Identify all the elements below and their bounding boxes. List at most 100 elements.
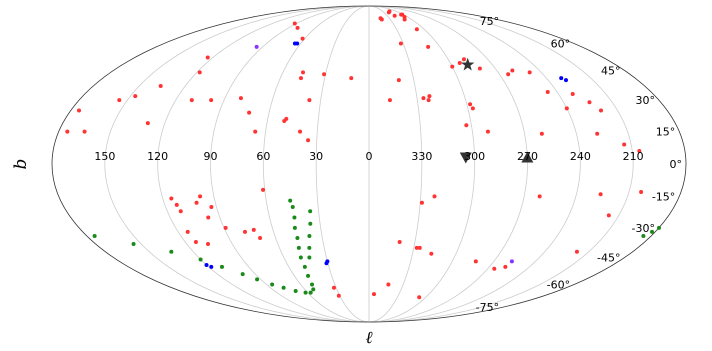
green-data-point (650, 229, 655, 234)
red-data-point (261, 187, 266, 192)
red-data-point (209, 98, 214, 103)
red-data-point (247, 110, 252, 115)
blue-data-point (292, 41, 297, 46)
red-data-point (468, 102, 473, 107)
green-data-point (306, 273, 311, 278)
red-data-point (450, 64, 455, 69)
red-data-point (426, 44, 431, 49)
red-data-point (336, 293, 341, 298)
blue-data-point (324, 261, 329, 266)
red-data-point (637, 149, 642, 154)
red-data-point (639, 190, 644, 195)
x-tick-label: 0 (366, 150, 373, 163)
red-data-point (371, 292, 376, 297)
red-data-point (193, 239, 198, 244)
red-data-point (306, 138, 311, 143)
red-data-point (197, 70, 202, 75)
green-data-point (295, 235, 300, 240)
green-data-point (131, 241, 136, 246)
blue-data-point (563, 78, 568, 83)
red-data-point (174, 202, 179, 207)
red-data-point (242, 229, 247, 234)
red-data-point (598, 192, 603, 197)
tick-labels: 150 120 90 60 30 0 330 300 270 240 21075°60°45°30°… (94, 15, 682, 314)
red-data-point (349, 76, 354, 81)
red-data-point (402, 15, 407, 20)
meridian-gridline (368, 5, 423, 323)
red-data-point (295, 25, 300, 30)
green-data-point (92, 233, 97, 238)
red-data-point (570, 92, 575, 97)
y-tick-label: -60° (547, 278, 570, 291)
red-data-point (587, 100, 592, 105)
x-tick-label: 150 (94, 150, 115, 163)
red-data-point (564, 106, 569, 111)
green-data-point (169, 249, 174, 254)
red-data-point (387, 9, 392, 14)
x-tick-label: 270 (517, 150, 538, 163)
meridian-gridline (368, 5, 634, 323)
red-data-point (421, 96, 426, 101)
red-data-point (545, 90, 550, 95)
red-data-point (77, 108, 81, 113)
red-data-point (292, 21, 297, 26)
red-data-point (398, 41, 403, 46)
x-tick-label: 60 (256, 150, 270, 163)
purple-data-point (509, 259, 514, 264)
meridian-gridline (157, 5, 370, 323)
green-data-point (288, 198, 293, 203)
triangle-down-marker (459, 152, 472, 164)
green-data-point (298, 255, 303, 260)
green-data-point (656, 225, 661, 230)
red-data-point (464, 123, 469, 128)
red-data-point (599, 108, 603, 113)
red-data-point (503, 264, 508, 269)
red-data-point (417, 295, 422, 300)
red-data-point (379, 17, 384, 22)
green-data-point (293, 289, 298, 293)
red-data-point (322, 72, 327, 77)
red-data-point (198, 194, 203, 199)
green-data-point (311, 287, 316, 292)
y-axis-label: b (11, 159, 31, 170)
red-data-point (185, 229, 190, 234)
green-data-point (270, 282, 275, 287)
red-data-point (298, 129, 303, 134)
red-data-point (606, 213, 611, 218)
red-data-point (253, 129, 258, 134)
red-data-point (461, 57, 466, 62)
meridian-gridline (368, 5, 581, 323)
x-axis-label: ℓ (365, 328, 372, 348)
green-data-point (307, 255, 312, 260)
red-data-point (397, 239, 402, 244)
green-data-point (303, 290, 308, 295)
red-data-point (527, 70, 532, 75)
red-data-point (205, 241, 210, 246)
y-tick-label: -45° (597, 252, 620, 265)
x-tick-label: 30 (309, 150, 323, 163)
red-data-point (622, 142, 627, 147)
meridian-gridline (368, 5, 476, 323)
red-data-point (258, 235, 263, 240)
red-data-point (485, 129, 490, 134)
red-data-point (133, 94, 138, 99)
green-data-point (219, 264, 224, 269)
green-data-point (310, 282, 315, 287)
green-data-point (290, 204, 295, 209)
red-data-point (117, 98, 122, 103)
red-data-point (307, 98, 312, 103)
red-data-point (300, 36, 305, 41)
green-data-point (292, 225, 297, 230)
red-data-point (194, 200, 199, 205)
green-data-point (308, 290, 313, 295)
red-data-point (414, 245, 419, 250)
data-points (65, 9, 661, 300)
x-tick-label: 240 (570, 150, 591, 163)
green-data-point (641, 233, 646, 238)
red-data-point (574, 249, 579, 254)
star-marker (461, 57, 475, 71)
x-tick-label: 120 (147, 150, 168, 163)
red-data-point (65, 129, 70, 134)
red-data-point (169, 196, 174, 201)
red-data-point (392, 13, 397, 18)
